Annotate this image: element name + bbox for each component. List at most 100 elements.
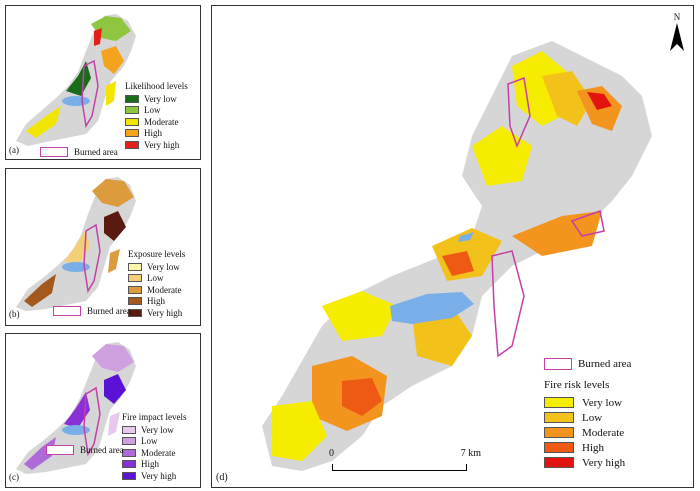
exposure-map bbox=[16, 177, 136, 311]
legend-label: Moderate bbox=[582, 426, 625, 439]
burned-area-label: Burned area bbox=[80, 445, 124, 455]
legend-label: Very low bbox=[582, 396, 623, 409]
north-arrow-icon bbox=[670, 23, 684, 51]
burned-area-outline bbox=[507, 76, 531, 149]
legend-label: Very high bbox=[144, 139, 180, 150]
legend-label: Very low bbox=[141, 424, 174, 435]
risk-patch bbox=[322, 291, 397, 341]
legend-swatch bbox=[122, 460, 136, 469]
legend-item: Very high bbox=[544, 455, 625, 470]
legend-label: Very low bbox=[144, 93, 177, 104]
legend-item: Very low bbox=[125, 93, 188, 105]
legend-label: Moderate bbox=[141, 447, 176, 458]
north-arrow: N bbox=[667, 12, 687, 54]
legend-item: High bbox=[544, 440, 625, 455]
legend-label: Very low bbox=[147, 261, 180, 272]
legend-item: Very high bbox=[122, 470, 186, 482]
legend-item: High bbox=[128, 296, 185, 308]
legend-item: Moderate bbox=[128, 284, 185, 296]
legend-item: Low bbox=[122, 436, 186, 448]
legend-label: Low bbox=[147, 273, 164, 284]
legend-swatch bbox=[544, 397, 574, 408]
fire-impact-map bbox=[16, 342, 136, 474]
exposure-legend: Exposure levels Very low Low Moderate Hi… bbox=[128, 249, 185, 319]
lake bbox=[458, 232, 474, 242]
burned-area-legend: Burned area bbox=[46, 445, 124, 455]
legend-swatch bbox=[128, 262, 142, 271]
burned-area-swatch bbox=[53, 306, 81, 316]
scale-bar: 0 7 km bbox=[329, 448, 481, 471]
panel-exposure: (b) Exposure levels Very low Low Moderat… bbox=[5, 168, 201, 326]
legend-label: Low bbox=[144, 105, 161, 116]
legend-label: High bbox=[147, 296, 165, 307]
legend-item: Low bbox=[544, 410, 625, 425]
legend-title: Fire risk levels bbox=[544, 379, 610, 391]
legend-item: Very low bbox=[128, 261, 185, 273]
legend-item: Moderate bbox=[122, 447, 186, 459]
legend-swatch bbox=[125, 94, 139, 103]
legend-label: Moderate bbox=[144, 116, 179, 127]
legend-swatch bbox=[128, 297, 142, 306]
risk-patch bbox=[512, 211, 602, 256]
legend-item: Low bbox=[125, 105, 188, 117]
legend-swatch bbox=[125, 117, 139, 126]
panel-likelihood: (a) Likelihood levels Very low Low Moder… bbox=[5, 5, 201, 160]
legend-title: Likelihood levels bbox=[125, 81, 188, 91]
burned-area-label: Burned area bbox=[578, 358, 632, 370]
burned-area-swatch bbox=[40, 147, 68, 157]
legend-label: High bbox=[582, 441, 604, 454]
likelihood-map bbox=[16, 14, 136, 146]
lake bbox=[390, 292, 474, 324]
legend-label: High bbox=[141, 459, 159, 470]
legend-label: Very high bbox=[582, 456, 626, 469]
burned-area-outline bbox=[570, 210, 605, 237]
burned-area-legend: Burned area bbox=[40, 147, 118, 157]
burned-area-swatch bbox=[544, 358, 572, 370]
legend-swatch bbox=[544, 427, 574, 438]
panel-fire-impact: (c) Fire impact levels Very low Low Mode… bbox=[5, 333, 201, 488]
legend-item: Very high bbox=[125, 139, 188, 151]
legend-item: Very low bbox=[122, 424, 186, 436]
legend-label: Low bbox=[582, 411, 603, 424]
legend-swatch bbox=[125, 140, 139, 149]
legend-swatch bbox=[544, 457, 574, 468]
north-label: N bbox=[673, 12, 681, 22]
legend-label: High bbox=[144, 128, 162, 139]
scale-end-label: 7 km bbox=[460, 448, 481, 459]
legend-item: High bbox=[122, 459, 186, 471]
legend-swatch bbox=[125, 106, 139, 115]
legend-swatch bbox=[128, 285, 142, 294]
panel-tag: (c) bbox=[9, 472, 19, 482]
panel-tag: (a) bbox=[9, 145, 19, 155]
legend-item: High bbox=[125, 128, 188, 140]
risk-patch bbox=[472, 126, 532, 186]
legend-label: Moderate bbox=[147, 284, 182, 295]
legend-swatch bbox=[544, 412, 574, 423]
burned-area-swatch bbox=[46, 445, 74, 455]
legend-title: Exposure levels bbox=[128, 249, 186, 259]
fire-risk-legend: Fire risk levels Very low Low Moderate H… bbox=[544, 379, 625, 470]
legend-item: Very low bbox=[544, 395, 625, 410]
risk-patch bbox=[587, 92, 612, 110]
risk-patch bbox=[342, 378, 382, 416]
panel-tag: (b) bbox=[9, 309, 20, 319]
legend-swatch bbox=[125, 129, 139, 138]
legend-item: Low bbox=[128, 273, 185, 285]
risk-patch bbox=[272, 401, 327, 461]
legend-swatch bbox=[128, 308, 142, 317]
legend-item: Moderate bbox=[544, 425, 625, 440]
legend-title: Fire impact levels bbox=[122, 412, 187, 422]
legend-label: Very high bbox=[141, 470, 177, 481]
legend-swatch bbox=[544, 442, 574, 453]
scale-start-label: 0 bbox=[329, 448, 334, 459]
burned-area-legend: Burned area bbox=[53, 306, 131, 316]
fire-risk-map bbox=[262, 41, 652, 471]
legend-item: Moderate bbox=[125, 116, 188, 128]
risk-patch bbox=[542, 71, 592, 126]
panel-tag: (d) bbox=[216, 472, 228, 483]
scale-bar-line bbox=[332, 464, 467, 471]
fire-impact-legend: Fire impact levels Very low Low Moderate… bbox=[122, 412, 186, 482]
legend-label: Low bbox=[141, 436, 158, 447]
legend-label: Very high bbox=[147, 307, 183, 318]
burned-area-label: Burned area bbox=[87, 306, 131, 316]
